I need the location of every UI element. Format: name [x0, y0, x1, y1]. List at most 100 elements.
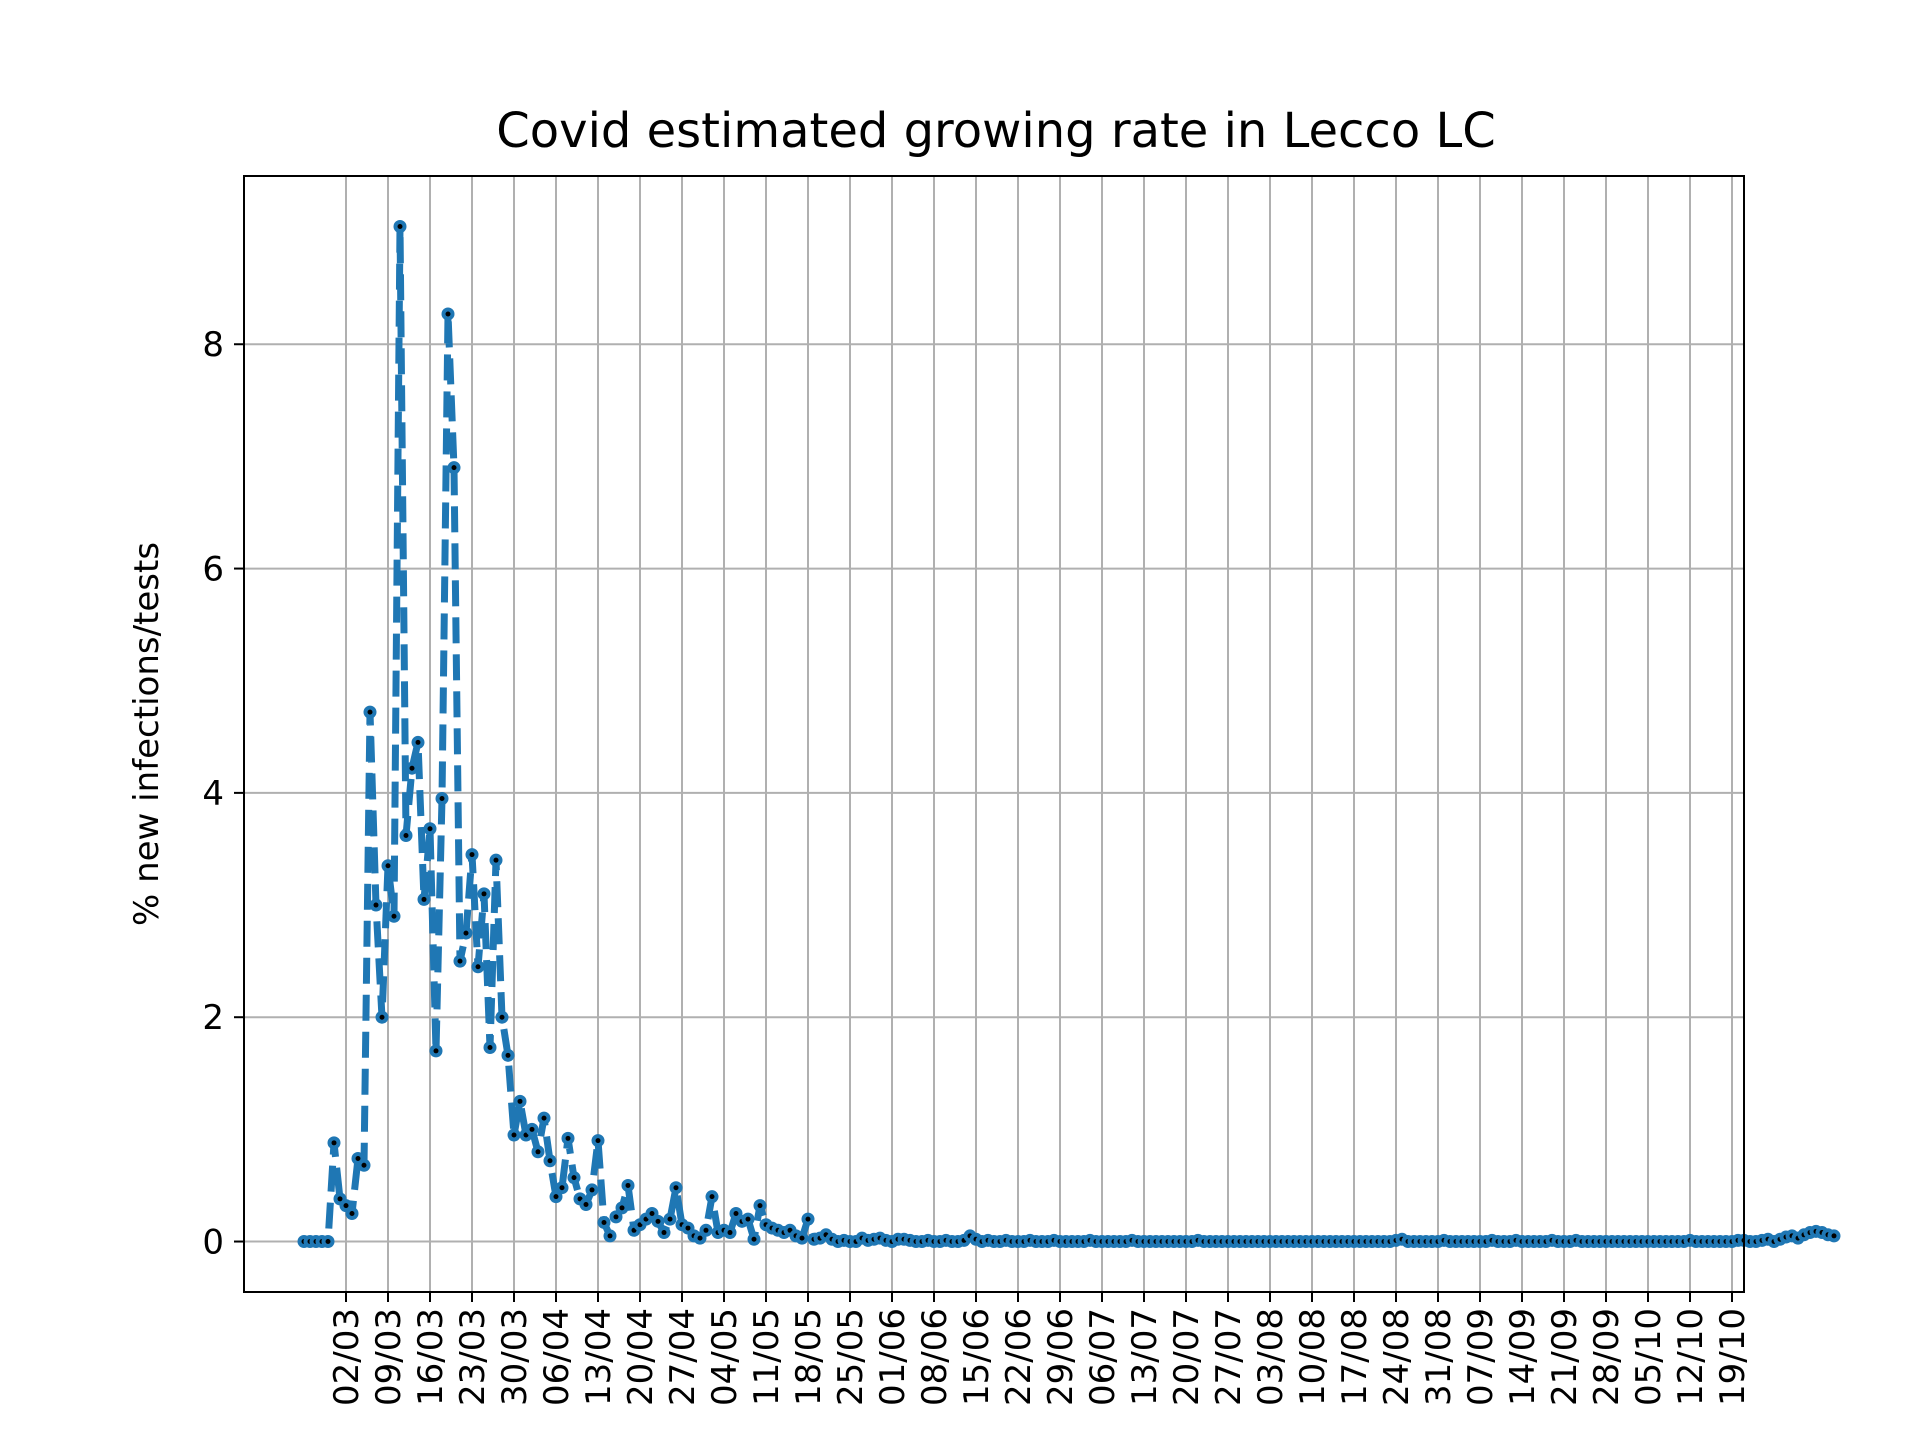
data-point-center [511, 1132, 517, 1138]
y-tick-label: 4 [202, 774, 224, 814]
x-tick-label: 05/10 [1629, 1308, 1669, 1406]
data-point-center [529, 1126, 535, 1132]
x-tick-label: 20/04 [621, 1308, 661, 1406]
x-tick-label: 18/05 [789, 1308, 829, 1406]
y-tick-label: 0 [202, 1223, 224, 1263]
data-point-center [445, 311, 451, 317]
data-point-center [589, 1187, 595, 1193]
data-point-center [457, 958, 463, 964]
data-point-center [703, 1227, 709, 1233]
data-point-center [397, 223, 403, 229]
data-point-center [667, 1216, 673, 1222]
x-tick-label: 27/07 [1209, 1308, 1249, 1406]
data-point-center [565, 1135, 571, 1141]
data-point-center [709, 1194, 715, 1200]
data-point-center [733, 1210, 739, 1216]
x-tick-label: 29/06 [1041, 1308, 1081, 1406]
data-point-center [619, 1205, 625, 1211]
data-point-center [409, 765, 415, 771]
data-point-center [685, 1225, 691, 1231]
x-tick-label: 31/08 [1419, 1308, 1459, 1406]
x-tick-label: 02/03 [327, 1308, 367, 1406]
data-point-center [607, 1233, 613, 1239]
x-axis-ticks: 02/03 09/03 16/03 23/03 30/03 06/04 13/04 20/04… [327, 1292, 1753, 1406]
data-point-center [493, 857, 499, 863]
chart-title: Covid estimated growing rate in Lecco LC [496, 103, 1495, 159]
plot-frame [243, 175, 1745, 1293]
x-tick-label: 12/10 [1671, 1308, 1711, 1406]
y-tick-label: 6 [202, 550, 224, 590]
data-point-center [571, 1175, 577, 1181]
x-tick-label: 30/03 [495, 1308, 535, 1406]
data-point-center [403, 833, 409, 839]
data-point-center [505, 1052, 511, 1058]
data-point-center [463, 930, 469, 936]
data-point-center [391, 913, 397, 919]
x-tick-label: 07/09 [1461, 1308, 1501, 1406]
grid-lines [244, 176, 1744, 1292]
data-point-center [451, 465, 457, 471]
data-point-center [475, 964, 481, 970]
x-tick-label: 15/06 [957, 1308, 997, 1406]
x-tick-label: 13/04 [579, 1308, 619, 1406]
data-point-center [343, 1203, 349, 1209]
data-point-center [433, 1048, 439, 1054]
data-point-center [757, 1203, 763, 1209]
data-point-center [613, 1214, 619, 1220]
x-tick-label: 01/06 [873, 1308, 913, 1406]
x-tick-label: 10/08 [1293, 1308, 1333, 1406]
x-tick-label: 06/07 [1083, 1308, 1123, 1406]
x-tick-label: 27/04 [663, 1308, 703, 1406]
data-point-center [481, 891, 487, 897]
x-tick-label: 21/09 [1545, 1308, 1585, 1406]
data-point-center [601, 1219, 607, 1225]
data-point-center [727, 1230, 733, 1236]
x-tick-label: 11/05 [747, 1308, 787, 1406]
data-point-center [499, 1014, 505, 1020]
series-line [304, 222, 1835, 1246]
data-point-center [745, 1216, 751, 1222]
x-tick-label: 28/09 [1587, 1308, 1627, 1406]
data-point-center [673, 1185, 679, 1191]
x-tick-label: 20/07 [1167, 1308, 1207, 1406]
x-tick-label: 22/06 [999, 1308, 1039, 1406]
data-point-center [535, 1149, 541, 1155]
data-point-center [1831, 1233, 1837, 1239]
x-tick-label: 14/09 [1503, 1308, 1543, 1406]
data-point-center [583, 1202, 589, 1208]
data-point-center [325, 1239, 331, 1245]
y-tick-label: 2 [202, 998, 224, 1038]
x-tick-label: 06/04 [537, 1308, 577, 1406]
y-tick-label: 8 [202, 325, 224, 365]
data-point-center [439, 795, 445, 801]
x-tick-label: 23/03 [453, 1308, 493, 1406]
data-point-center [367, 709, 373, 715]
data-point-center [697, 1235, 703, 1241]
x-tick-label: 17/08 [1335, 1308, 1375, 1406]
data-point-center [595, 1138, 601, 1144]
data-point-center [379, 1014, 385, 1020]
x-tick-label: 13/07 [1125, 1308, 1165, 1406]
data-point-center [337, 1196, 343, 1202]
data-point-center [469, 852, 475, 858]
data-point-center [355, 1156, 361, 1162]
data-point-center [553, 1194, 559, 1200]
x-tick-label: 24/08 [1377, 1308, 1417, 1406]
x-tick-label: 08/06 [915, 1308, 955, 1406]
data-point-center [385, 863, 391, 869]
data-point-center [361, 1162, 367, 1168]
data-point-center [799, 1235, 805, 1241]
data-point-center [541, 1115, 547, 1121]
data-point-center [421, 896, 427, 902]
y-axis-ticks: 0 2 4 6 8 [202, 325, 244, 1263]
data-point-center [559, 1185, 565, 1191]
x-tick-label: 09/03 [369, 1308, 409, 1406]
data-point-center [625, 1182, 631, 1188]
data-point-center [655, 1218, 661, 1224]
y-axis-label: % new infections/tests [127, 542, 167, 926]
data-point-center [661, 1230, 667, 1236]
x-tick-label: 04/05 [705, 1308, 745, 1406]
data-point-center [547, 1158, 553, 1164]
data-series [297, 219, 1841, 1249]
